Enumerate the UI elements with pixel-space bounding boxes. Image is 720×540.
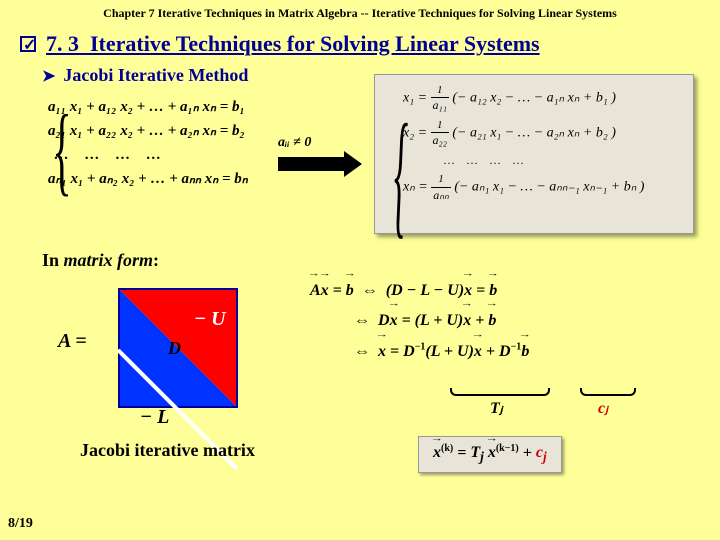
linear-system-equations: a₁₁ x₁ + a₁₂ x₂ + … + a₁ₙ xₙ = b₁ a₂₁ x₁…	[48, 95, 248, 191]
iteration-formula-panel: x(k) = Tj x(k−1) + cj	[418, 436, 562, 473]
chapter-header: Chapter 7 Iterative Techniques in Matrix…	[0, 0, 720, 21]
matrix-l-label: − L	[140, 406, 169, 429]
solved-row-1: x₁ = 1a₁₁ (− a₁₂ x₂ − … − a₁ₙ xₙ + b₁ )	[403, 83, 683, 114]
solved-row-dots: … … … …	[443, 153, 683, 169]
page-number: 8/19	[8, 516, 33, 532]
underbrace-cj-icon	[580, 388, 636, 396]
tj-label: Tⱼ	[490, 398, 503, 418]
eq-row-dots: … … … …	[54, 143, 248, 167]
eq-row-1: a₁₁ x₁ + a₁₂ x₂ + … + a₁ₙ xₙ = b₁	[48, 95, 248, 119]
section-heading: Iterative Techniques for Solving Linear …	[90, 31, 540, 57]
matrix-u-label: − U	[194, 308, 226, 331]
solved-row-n: xₙ = 1aₙₙ (− aₙ₁ x₁ − … − aₙₙ₋₁ xₙ₋₁ + b…	[403, 172, 683, 203]
underbrace-tj-icon	[450, 388, 550, 396]
derivation-equations: Ax = b ⇔ (D − L − U)x = b ⇔ Dx = (L + U)…	[310, 276, 529, 367]
diagonal-condition: aᵢᵢ ≠ 0	[278, 135, 311, 151]
eq-row-2: a₂₁ x₁ + a₂₂ x₂ + … + a₂ₙ xₙ = b₂	[48, 119, 248, 143]
a-equals-label: A =	[58, 330, 87, 353]
solved-row-2: x₂ = 1a₂₂ (− a₂₁ x₁ − … − a₂ₙ xₙ + b₂ )	[403, 118, 683, 149]
cj-label: cⱼ	[598, 398, 608, 418]
transform-arrow-icon	[278, 157, 346, 171]
matrix-d-label: D	[168, 338, 181, 359]
section-title: 7. 3 Iterative Techniques for Solving Li…	[20, 31, 720, 57]
matrix-decomposition-diagram: D − U − L	[118, 288, 238, 408]
matrix-form-label: In matrix form:	[42, 250, 159, 271]
eq-row-n: aₙ₁ x₁ + aₙ₂ x₂ + … + aₙₙ xₙ = bₙ	[48, 167, 248, 191]
subsection-label: Jacobi Iterative Method	[63, 65, 248, 86]
solved-system-panel: { x₁ = 1a₁₁ (− a₁₂ x₂ − … − a₁ₙ xₙ + b₁ …	[374, 74, 694, 234]
solved-brace-icon: {	[394, 83, 408, 265]
checkbox-icon	[20, 36, 36, 52]
derivation-row-3: ⇔ x = D−1(L + U)x + D−1b	[310, 337, 529, 367]
jacobi-matrix-label: Jacobi iterative matrix	[80, 440, 255, 461]
section-number: 7. 3	[46, 31, 79, 57]
arrow-bullet-icon: ➤	[42, 66, 55, 86]
derivation-row-2: ⇔ Dx = (L + U)x + b	[310, 306, 529, 336]
